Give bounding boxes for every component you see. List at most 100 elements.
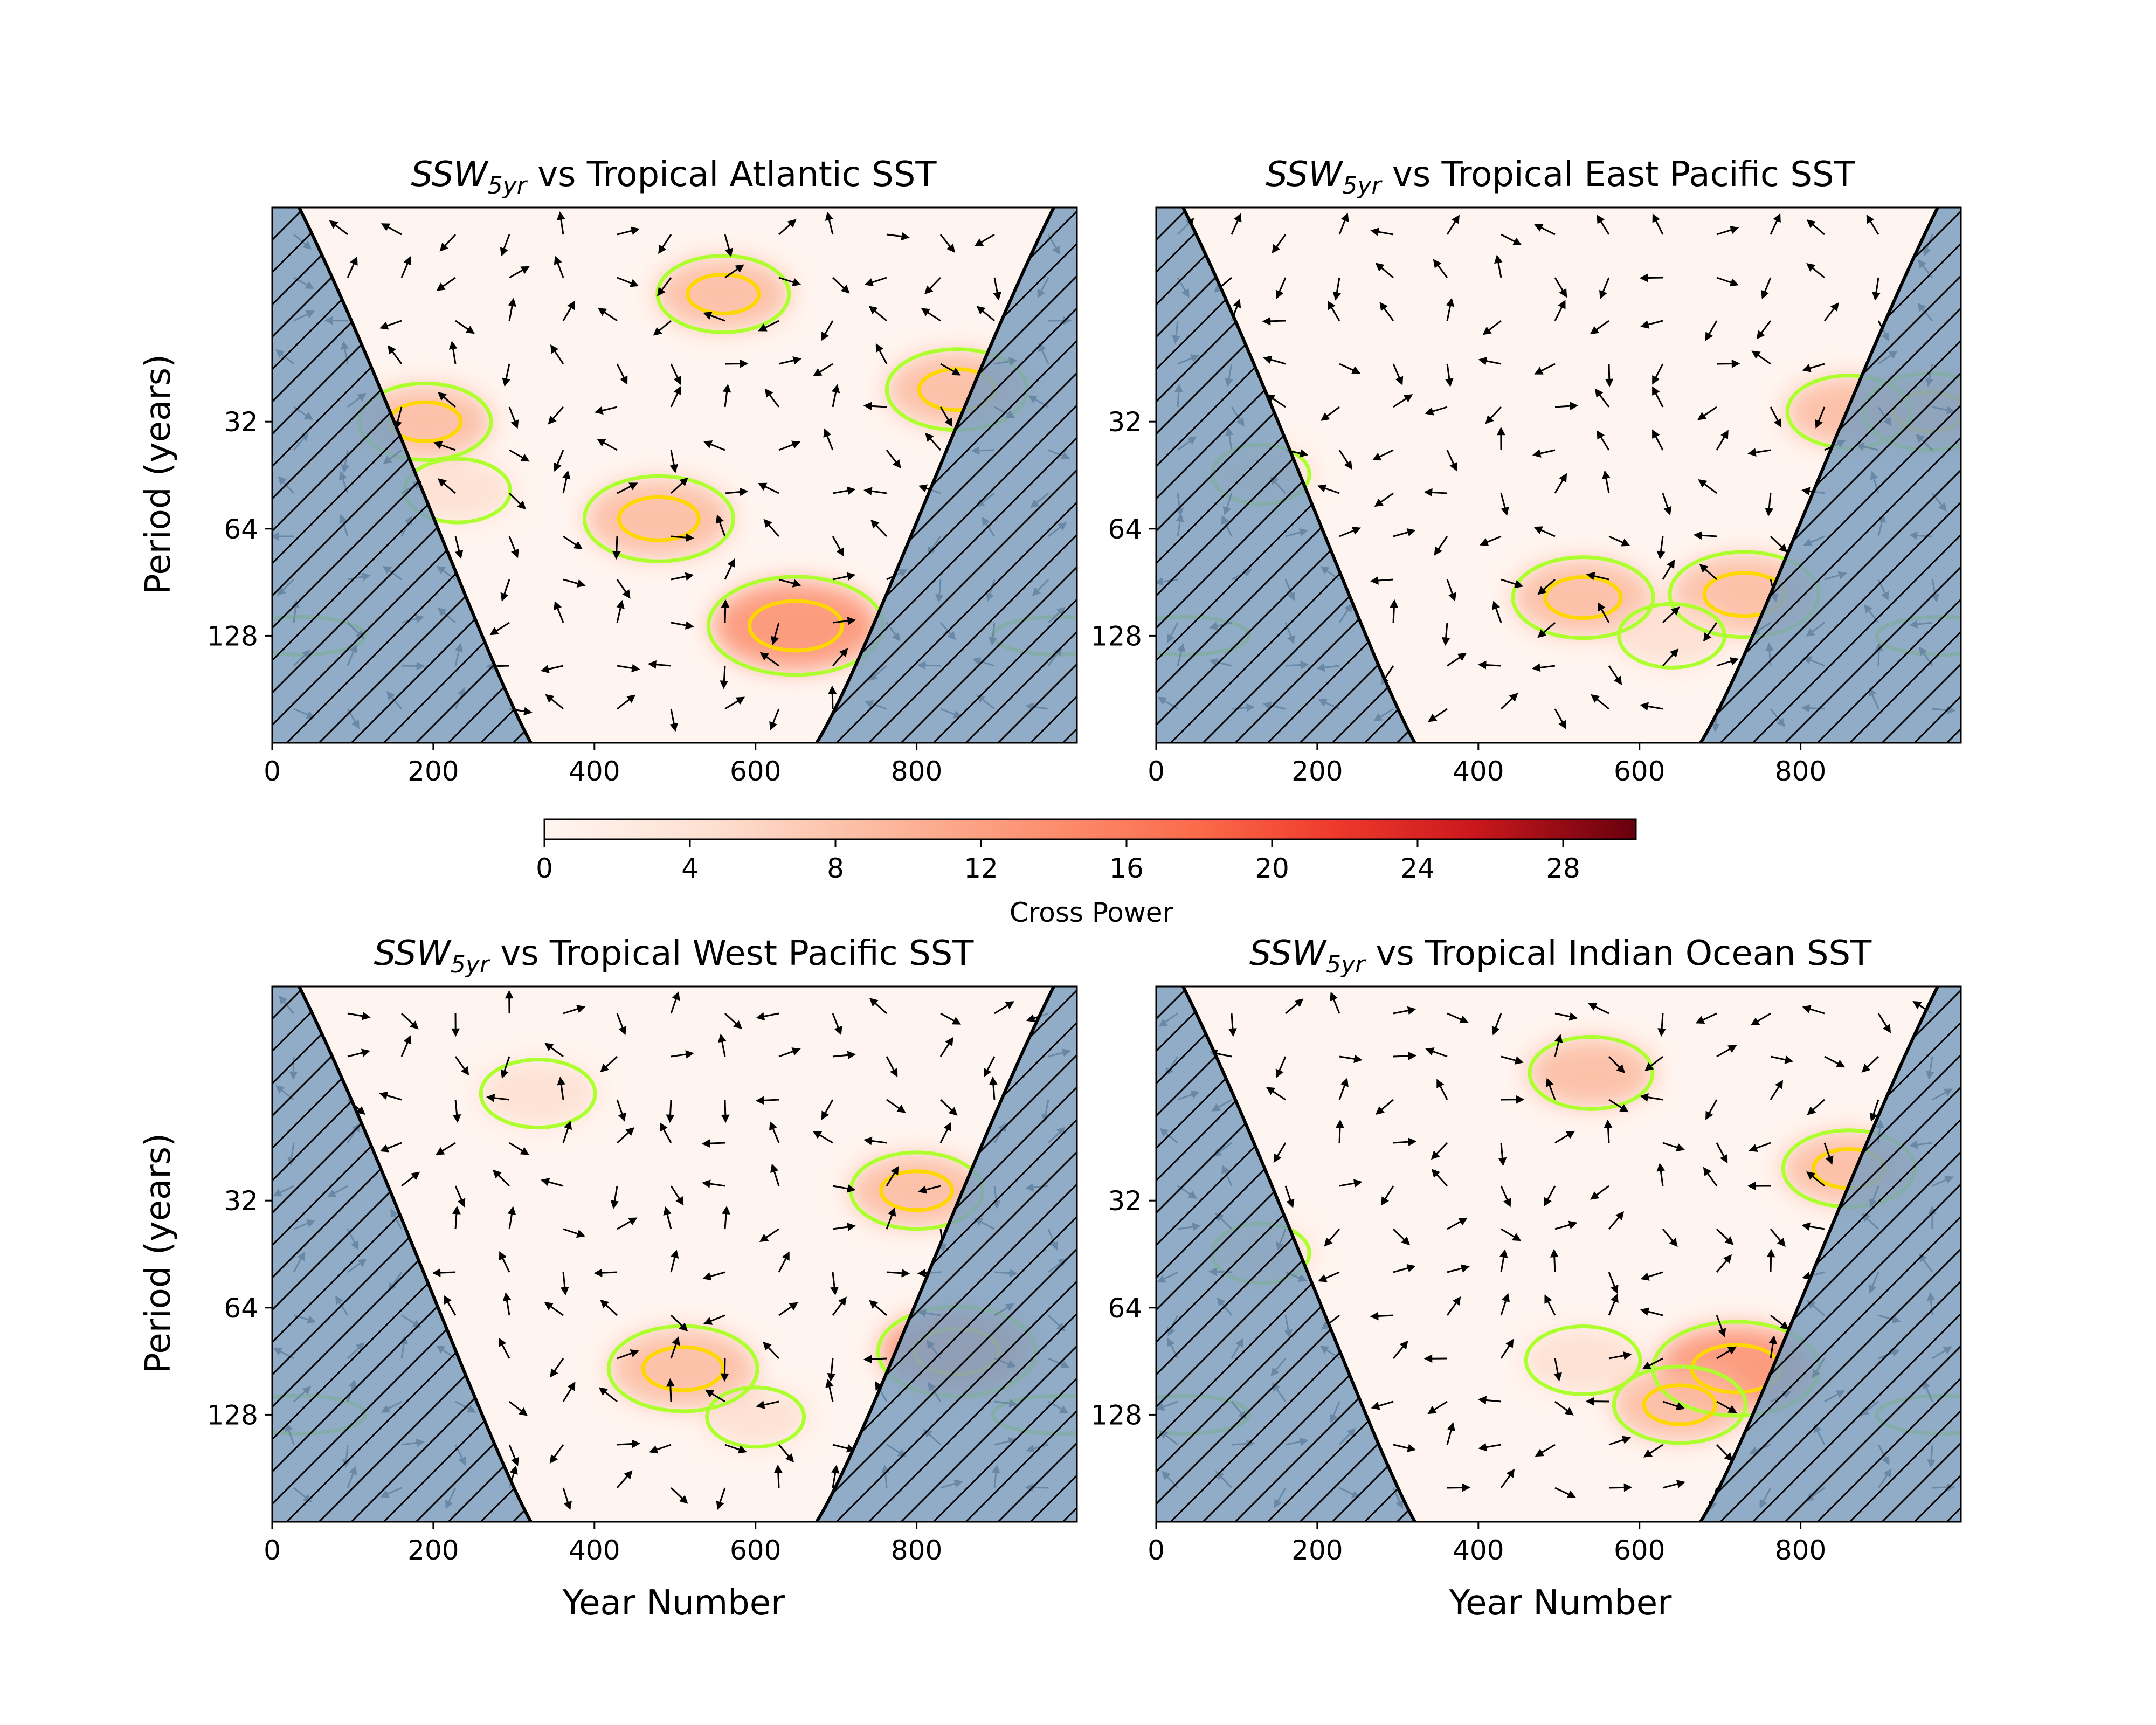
phase-arrow — [1640, 320, 1663, 329]
phase-arrow — [702, 1271, 725, 1281]
phase-arrow — [875, 343, 888, 364]
phase-arrow — [832, 1444, 856, 1453]
phase-arrow — [593, 1268, 618, 1278]
phase-arrow — [832, 1013, 842, 1036]
phase-arrow — [347, 1048, 370, 1058]
phase-arrow — [1372, 449, 1394, 461]
phase-arrow — [939, 234, 955, 253]
phase-arrow — [505, 990, 514, 1014]
phase-arrow — [832, 277, 850, 294]
colorbar-gradient — [543, 818, 1637, 840]
phase-arrow — [616, 363, 628, 385]
phase-arrow — [813, 363, 833, 377]
phase-arrow — [1554, 300, 1566, 321]
phase-arrow — [1554, 1130, 1575, 1144]
x-tick-label: 0 — [1148, 756, 1165, 787]
phase-arrow — [724, 1012, 743, 1030]
phase-arrow — [1492, 601, 1502, 623]
panel-title: SSW5yr vs Tropical West Pacific SST — [374, 934, 975, 978]
phase-arrow — [1749, 1142, 1771, 1152]
phase-arrow — [1393, 528, 1416, 537]
phase-arrow — [617, 1349, 639, 1360]
phase-arrow — [1590, 1185, 1609, 1200]
cone-boundary — [815, 986, 1055, 1522]
phase-arrow — [563, 1005, 586, 1015]
phase-arrow — [1445, 363, 1454, 387]
phase-arrow — [1532, 663, 1556, 672]
phase-arrow — [1640, 1307, 1663, 1316]
axes-frame — [271, 985, 1078, 1523]
phase-arrow — [1806, 1171, 1825, 1187]
phase-arrow — [1446, 1422, 1455, 1445]
phase-arrow — [1662, 1400, 1685, 1411]
x-tick-label: 200 — [407, 1535, 459, 1566]
phase-arrow — [974, 233, 995, 247]
phase-arrow — [1423, 488, 1448, 497]
phase-arrow — [763, 1341, 780, 1360]
phase-arrow — [1608, 1351, 1632, 1360]
phase-arrow — [1544, 1294, 1556, 1316]
x-axis: 0 200 400 600 800 — [1148, 1522, 1826, 1566]
phase-arrow — [653, 320, 672, 336]
phase-arrow — [670, 1336, 680, 1359]
phase-arrow — [616, 1127, 635, 1144]
contour-95 — [1616, 602, 1726, 670]
phase-arrow — [770, 622, 780, 645]
phase-arrow — [763, 519, 780, 537]
phase-arrow — [669, 708, 679, 732]
phase-arrow — [1642, 1357, 1663, 1370]
phase-arrow — [1770, 406, 1782, 428]
phase-arrow — [1643, 1444, 1663, 1458]
phase-arrow — [562, 470, 571, 494]
phase-arrow — [669, 450, 679, 473]
phase-arrow — [994, 1001, 1014, 1015]
phase-arrow — [1652, 386, 1664, 408]
x-tick-label: 200 — [407, 756, 459, 787]
phase-arrow — [821, 1099, 834, 1120]
phase-arrow — [1662, 559, 1675, 580]
y-axis: 32 64 128 — [1091, 1185, 1156, 1431]
phase-arrow — [886, 1099, 906, 1113]
phase-arrow — [1554, 473, 1567, 494]
phase-arrow — [720, 1358, 729, 1382]
phase-arrow — [869, 998, 888, 1015]
phase-arrow — [562, 300, 576, 321]
contour-95 — [1524, 1324, 1642, 1396]
phase-arrow — [452, 1205, 461, 1230]
y-axis: 32 64 128 — [207, 406, 272, 652]
phase-arrow — [454, 1056, 469, 1076]
phase-arrow — [864, 277, 887, 287]
phase-arrow — [1806, 263, 1825, 279]
y-tick-label: 32 — [1108, 1185, 1142, 1217]
phase-arrow — [617, 694, 636, 710]
phase-arrow — [554, 450, 564, 472]
phase-arrow — [1640, 1271, 1663, 1281]
phase-arrow — [1433, 259, 1448, 278]
contour-95 — [1612, 1364, 1747, 1445]
phase-arrow — [1446, 1296, 1461, 1316]
phase-arrow — [863, 402, 887, 411]
phase-arrow — [1656, 1163, 1666, 1186]
phase-arrow — [812, 1130, 833, 1144]
phase-arrow — [778, 219, 797, 236]
contour-99 — [686, 272, 761, 315]
title-rest: vs Tropical Indian Ocean SST — [1365, 934, 1872, 974]
phase-arrow — [778, 1302, 798, 1316]
phase-arrow — [925, 432, 942, 451]
phase-arrow — [489, 622, 510, 636]
phase-arrow — [1330, 991, 1340, 1014]
phase-arrow — [670, 363, 681, 385]
cone-boundary — [1181, 208, 1416, 743]
cone-hatch-left — [272, 986, 531, 1522]
phase-arrow — [509, 449, 530, 462]
contour-99 — [617, 495, 701, 542]
x-tick-label: 400 — [1453, 1535, 1504, 1566]
title-rest: vs Tropical West Pacific SST — [489, 934, 974, 974]
phase-arrow — [1284, 1185, 1295, 1208]
contour-95 — [1511, 555, 1655, 640]
phase-arrow — [451, 1013, 460, 1037]
phase-arrow — [827, 1358, 836, 1382]
phase-arrow — [550, 344, 564, 364]
phase-arrow — [989, 1076, 998, 1100]
